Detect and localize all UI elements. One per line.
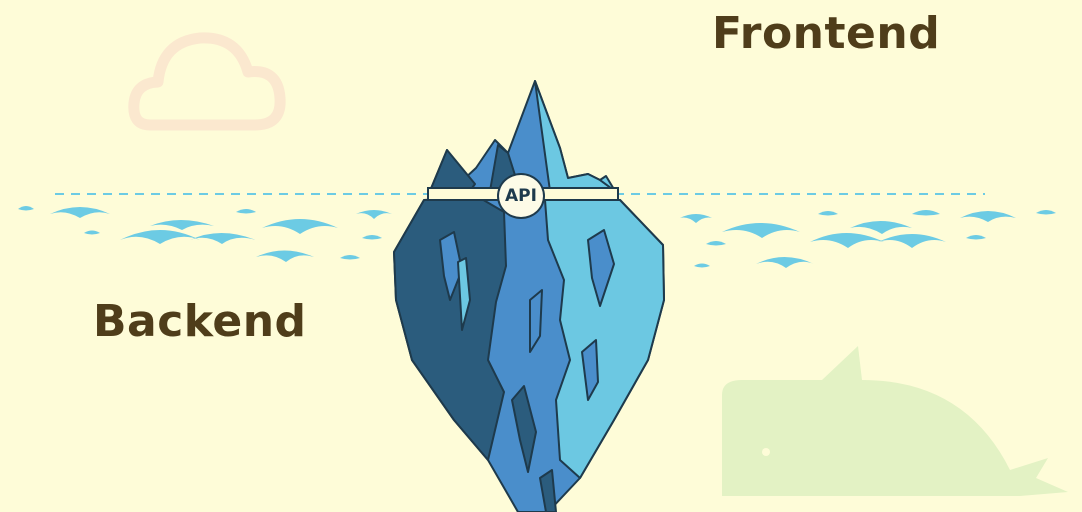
wave-icon [680,210,1056,268]
iceberg-icon [393,80,665,512]
api-badge: API [497,173,545,219]
backend-label: Backend [93,296,307,347]
whale-icon [722,346,1068,496]
frontend-label: Frontend [712,8,941,59]
cloud-icon [128,32,286,131]
wave-icon [18,206,392,262]
